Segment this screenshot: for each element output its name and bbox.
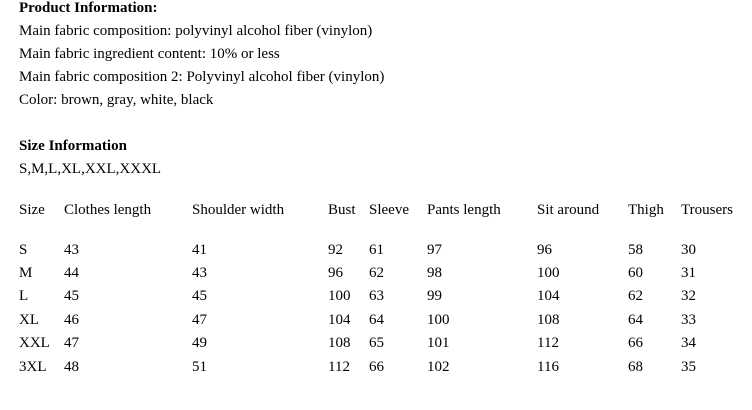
table-cell: 96: [328, 265, 343, 281]
info-line: Main fabric composition: polyvinyl alcoh…: [19, 23, 373, 39]
table-cell: 60: [628, 265, 643, 281]
table-cell: 101: [427, 335, 450, 351]
table-cell: 62: [628, 288, 643, 304]
table-cell: 41: [192, 242, 207, 258]
table-cell: S: [19, 242, 28, 258]
header-cell: Sleeve: [369, 202, 409, 218]
table-cell: 43: [192, 265, 207, 281]
table-cell: 62: [369, 265, 384, 281]
table-cell: 49: [192, 335, 207, 351]
table-cell: 3XL: [19, 359, 47, 375]
table-cell: 98: [427, 265, 442, 281]
table-cell: 47: [192, 312, 207, 328]
header-cell: Clothes length: [64, 202, 152, 218]
table-cell: 100: [427, 312, 450, 328]
table-cell: 32: [681, 288, 696, 304]
table-cell: 35: [681, 359, 696, 375]
size-list: S,M,L,XL,XXL,XXXL: [19, 161, 162, 177]
table-cell: 97: [427, 242, 442, 258]
table-cell: 92: [328, 242, 343, 258]
table-cell: 61: [369, 242, 384, 258]
table-cell: 30: [681, 242, 696, 258]
table-cell: 100: [328, 288, 351, 304]
table-cell: 31: [681, 265, 696, 281]
table-cell: 65: [369, 335, 384, 351]
table-cell: 96: [537, 242, 552, 258]
table-cell: 43: [64, 242, 79, 258]
info-line: Color: brown, gray, white, black: [19, 92, 214, 108]
table-cell: XXL: [19, 335, 50, 351]
table-cell: 66: [628, 335, 643, 351]
table-cell: 104: [537, 288, 560, 304]
header-cell: Sit around: [537, 202, 600, 218]
header-cell: Shoulder width: [192, 202, 285, 218]
header-cell: Bust: [328, 202, 356, 218]
info-line: Main fabric composition 2: Polyvinyl alc…: [19, 69, 385, 85]
table-cell: 99: [427, 288, 442, 304]
table-cell: 108: [537, 312, 560, 328]
header-cell: Pants length: [427, 202, 501, 218]
header-cell: Thigh: [628, 202, 664, 218]
table-cell: 102: [427, 359, 450, 375]
table-cell: 100: [537, 265, 560, 281]
table-cell: 45: [64, 288, 79, 304]
table-cell: 66: [369, 359, 384, 375]
section-title: Product Information:: [19, 0, 158, 16]
table-cell: 64: [628, 312, 643, 328]
header-cell: Trousers: [681, 202, 733, 218]
section-title: Size Information: [19, 138, 127, 154]
table-cell: 104: [328, 312, 351, 328]
table-cell: 51: [192, 359, 207, 375]
table-cell: 64: [369, 312, 384, 328]
table-cell: 63: [369, 288, 384, 304]
table-cell: 44: [64, 265, 79, 281]
table-cell: 68: [628, 359, 643, 375]
table-cell: L: [19, 288, 29, 304]
table-cell: 58: [628, 242, 643, 258]
info-line: Main fabric ingredient content: 10% or l…: [19, 46, 280, 62]
table-cell: XL: [19, 312, 39, 328]
table-cell: 108: [328, 335, 351, 351]
table-cell: M: [19, 265, 33, 281]
table-cell: 33: [681, 312, 696, 328]
table-cell: 112: [537, 335, 559, 351]
table-cell: 45: [192, 288, 207, 304]
table-cell: 112: [328, 359, 350, 375]
header-cell: Size: [19, 202, 45, 218]
table-cell: 34: [681, 335, 696, 351]
table-cell: 46: [64, 312, 79, 328]
table-cell: 47: [64, 335, 79, 351]
table-cell: 116: [537, 359, 559, 375]
table-cell: 48: [64, 359, 79, 375]
